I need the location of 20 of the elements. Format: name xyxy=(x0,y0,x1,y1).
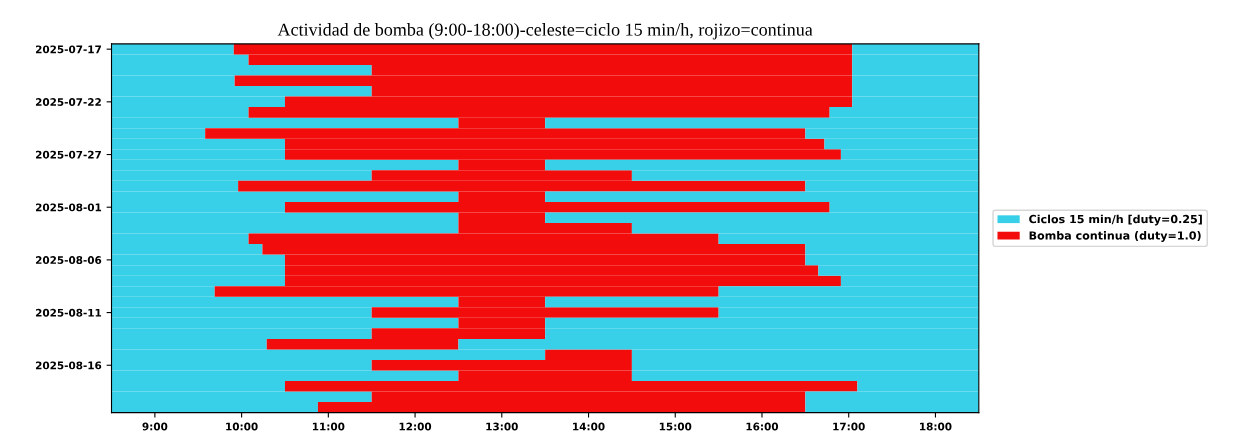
x-tick-label: 10:00 xyxy=(226,422,258,431)
y-tick-label: 2025-07-27 xyxy=(35,150,101,159)
x-tick-label: 11:00 xyxy=(312,422,345,431)
y-tick-label: 2025-07-22 xyxy=(35,98,101,106)
y-tick-label: 2025-08-06 xyxy=(35,256,102,264)
chart-title: Actividad de bomba (9:00-18:00)-celeste=ciclo 15 min/h, rojizo=continua xyxy=(277,23,813,40)
y-tick-label: 2025-08-01 xyxy=(35,203,102,212)
x-tick-label: 18:00 xyxy=(920,422,952,431)
y-tick-label: 2025-08-11 xyxy=(35,308,102,317)
legend-label: Bomba continua (duty=1.0) xyxy=(1029,231,1201,242)
x-tick-label: 14:00 xyxy=(573,422,605,431)
x-tick-label: 13:00 xyxy=(486,422,518,431)
y-tick-label: 2025-07-17 xyxy=(35,45,101,54)
x-tick-label: 15:00 xyxy=(659,422,692,431)
y-tick-label: 2025-08-16 xyxy=(35,361,102,370)
x-tick-label: 17:00 xyxy=(833,422,865,431)
x-tick-label: 16:00 xyxy=(746,422,779,431)
x-tick-label: 9:00 xyxy=(142,422,168,431)
x-tick-label: 12:00 xyxy=(399,422,432,431)
legend-label: Ciclos 15 min/h [duty=0.25] xyxy=(1029,214,1202,226)
